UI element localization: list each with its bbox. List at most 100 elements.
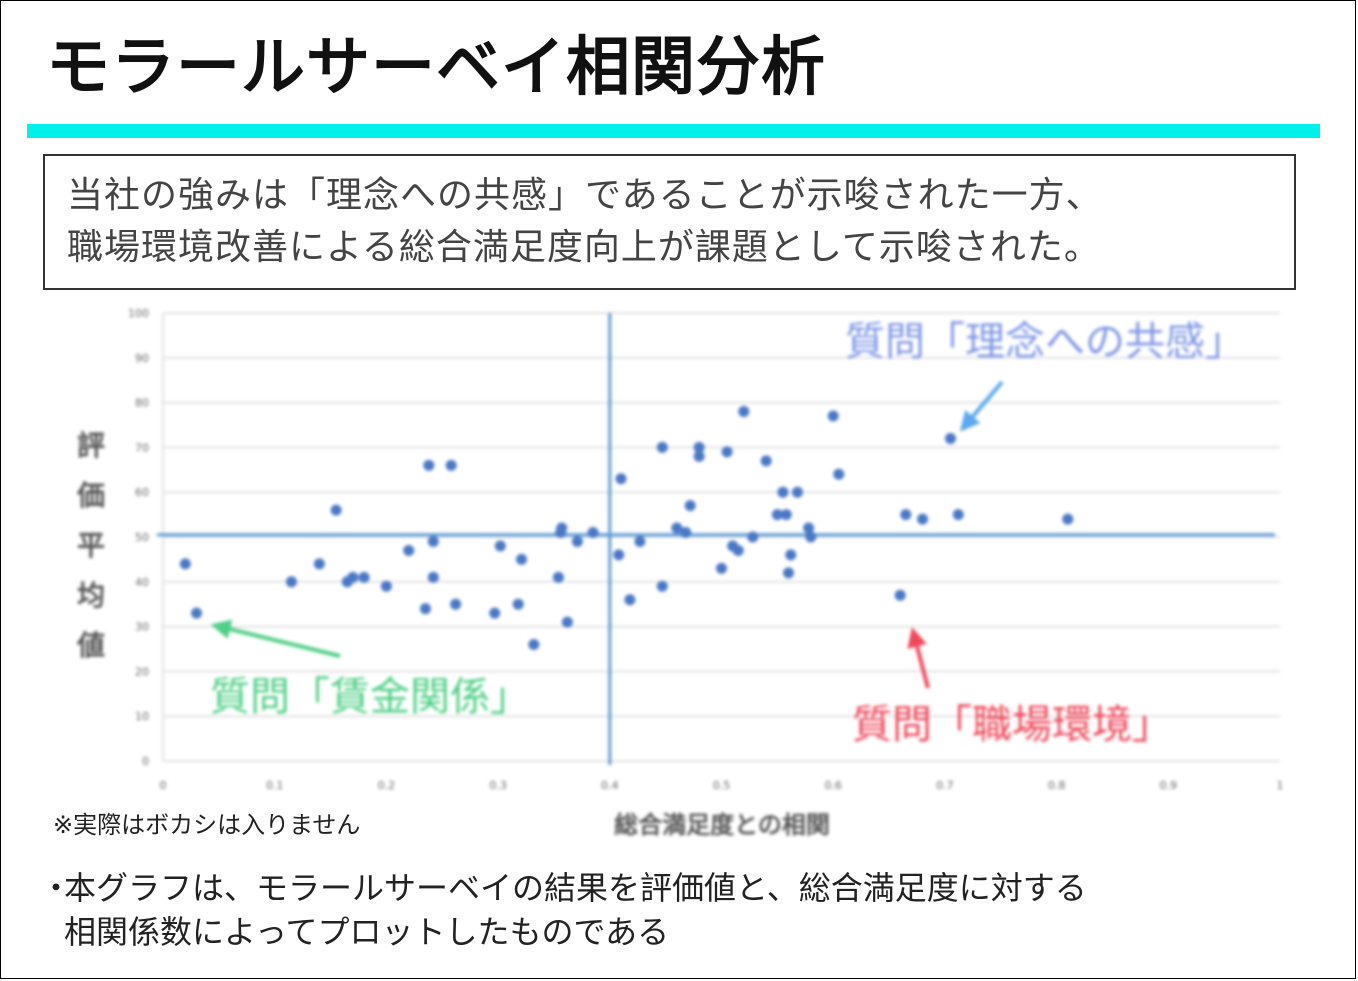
x-axis-label: 総合満足度との相関 — [614, 811, 830, 839]
data-point — [179, 558, 191, 570]
data-point — [771, 509, 783, 521]
data-point — [512, 598, 524, 610]
y-tick-label: 40 — [135, 576, 149, 589]
x-tick-label: 0.4 — [601, 779, 619, 792]
bullet-text-line-2: 相関係数によってプロットしたものである — [64, 913, 670, 951]
data-point — [783, 567, 795, 579]
bullet-mark: ・ — [40, 869, 73, 907]
data-point — [1062, 513, 1074, 525]
data-point — [427, 571, 439, 583]
annotation-label-philosophy: 質問「理念への共感」 — [845, 319, 1245, 365]
x-tick-label: 0.7 — [936, 779, 954, 792]
data-point — [833, 468, 845, 480]
tick-labels: 0 10 20 30 40 50 60 70 80 90 100 0 0.1 0.2 0.3 0.4 0.5 0.… — [128, 307, 1284, 792]
data-point — [693, 441, 705, 453]
data-point — [900, 509, 912, 521]
y-tick-label: 20 — [135, 665, 149, 678]
scatter-chart: 0 10 20 30 40 50 60 70 80 90 100 0 0.1 0.2 0.3 0.4 0.5 0.… — [76, 307, 1284, 839]
x-tick-label: 0.6 — [824, 779, 842, 792]
x-tick-label: 0.5 — [713, 779, 731, 792]
data-point — [587, 527, 599, 539]
data-point — [450, 598, 462, 610]
data-point — [347, 571, 359, 583]
data-point — [716, 562, 727, 574]
x-tick-label: 0 — [160, 779, 167, 792]
data-point — [760, 455, 772, 467]
y-axis-label-char: 均 — [77, 579, 105, 612]
reference-lines — [157, 313, 1275, 765]
data-point — [419, 603, 431, 615]
data-point — [285, 576, 297, 588]
data-point — [613, 549, 625, 561]
y-tick-label: 90 — [135, 352, 149, 365]
data-point — [571, 535, 583, 547]
bullet-text-line-1: 本グラフは、モラールサーベイの結果を評価値と、総合満足度に対する — [64, 869, 1087, 907]
annotation-arrow-philosophy — [959, 380, 1004, 432]
data-point — [917, 513, 929, 525]
data-point — [805, 531, 817, 543]
data-point — [561, 616, 573, 628]
data-point — [693, 450, 705, 462]
data-point — [528, 639, 540, 651]
data-point — [516, 553, 528, 565]
y-tick-label: 60 — [135, 486, 149, 499]
x-tick-label: 0.2 — [378, 779, 396, 792]
bullet-item: ・ 本グラフは、モラールサーベイの結果を評価値と、総合満足度に対する — [40, 866, 1087, 910]
summary-line-1: 当社の強みは「理念への共感」であることが示唆された一方、 — [67, 175, 1103, 216]
x-tick-label: 0.1 — [266, 779, 284, 792]
data-point — [403, 544, 415, 556]
annotation-label-wage: 質問「賃金関係」 — [210, 674, 530, 720]
data-point — [684, 500, 696, 512]
data-point — [445, 459, 457, 471]
data-point — [894, 589, 906, 601]
data-point — [494, 540, 506, 552]
data-point — [656, 580, 668, 592]
data-point — [803, 522, 815, 534]
annotations: 質問「理念への共感」質問「賃金関係」質問「職場環境」 — [210, 319, 1245, 748]
data-point — [423, 459, 435, 471]
data-point — [191, 607, 203, 619]
y-axis-label-char: 平 — [77, 529, 105, 562]
annotation-arrow-workplace — [907, 627, 930, 689]
x-tick-label: 1 — [1277, 779, 1284, 792]
blur-note: ※実際はボカシは入りません — [53, 811, 361, 839]
data-point — [680, 527, 692, 539]
summary-line-2: 職場環境改善による総合満足度向上が課題として示唆された。 — [67, 227, 1101, 268]
data-point — [615, 473, 627, 485]
y-axis-label-char: 価 — [76, 479, 105, 512]
data-point — [827, 410, 839, 422]
data-point — [427, 535, 439, 547]
y-tick-label: 100 — [128, 307, 149, 320]
y-tick-label: 10 — [135, 710, 149, 723]
summary-box: 当社の強みは「理念への共感」であることが示唆された一方、 職場環境改善による総合… — [43, 154, 1296, 290]
data-point — [747, 531, 759, 543]
data-point — [313, 558, 325, 570]
y-tick-label: 70 — [135, 441, 149, 454]
data-point — [358, 571, 370, 583]
data-point — [777, 486, 789, 498]
data-point — [671, 522, 683, 534]
data-point — [791, 486, 803, 498]
data-point — [330, 504, 342, 516]
data-point — [552, 571, 564, 583]
data-point — [944, 432, 956, 444]
data-point — [624, 594, 636, 606]
data-points — [179, 406, 1074, 651]
bullet-continuation: 相関係数によってプロットしたものである — [40, 910, 1087, 954]
data-point — [732, 544, 744, 556]
annotation-arrow-wage — [210, 619, 341, 658]
title-underline — [27, 124, 1320, 138]
data-point — [556, 522, 568, 534]
data-point — [952, 509, 964, 521]
y-axis-label-char: 評 — [77, 429, 105, 462]
y-axis-label-char: 値 — [76, 629, 105, 662]
y-tick-label: 50 — [135, 531, 149, 544]
page-title: モラールサーベイ相関分析 — [46, 31, 826, 105]
y-tick-label: 30 — [135, 621, 149, 634]
data-point — [780, 509, 792, 521]
x-tick-label: 0.9 — [1160, 779, 1178, 792]
data-point — [785, 549, 797, 561]
annotation-label-workplace: 質問「職場環境」 — [852, 702, 1172, 748]
